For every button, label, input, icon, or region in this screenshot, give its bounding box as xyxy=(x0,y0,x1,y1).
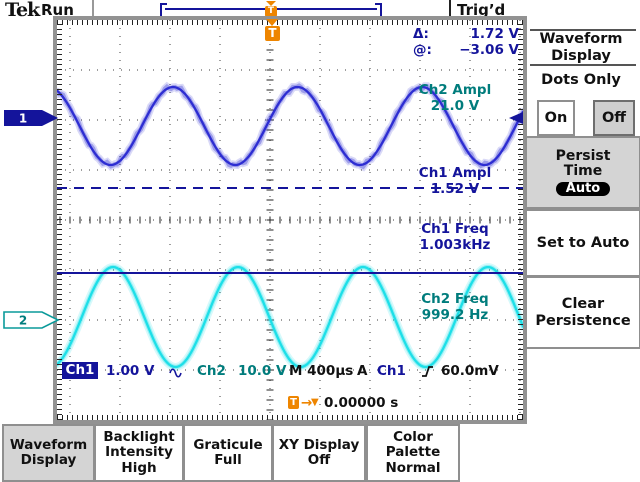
delay-arrow-icon: → xyxy=(301,395,313,411)
dots-off-button[interactable]: Off xyxy=(593,100,635,136)
clear-persistence-button[interactable]: Clear Persistence xyxy=(525,276,640,349)
trigger-source: Ch1 xyxy=(377,363,406,379)
delay-triangle-icon: ▼ xyxy=(311,397,319,408)
waveform-display-area xyxy=(53,16,527,424)
trigger-point-flag[interactable]: T xyxy=(265,19,280,41)
trigger-level-arrow[interactable] xyxy=(508,111,524,125)
menu-waveform-display[interactable]: Waveform Display xyxy=(2,424,95,482)
cursor-at-label: @: xyxy=(413,42,432,58)
trigger-status: Trig’d xyxy=(457,1,506,19)
tek-logo: Tek xyxy=(5,0,40,21)
measurement-ch2-freq: Ch2 Freq 999.2 Hz xyxy=(421,291,489,323)
menu-graticule[interactable]: Graticule Full xyxy=(183,424,273,482)
sidebar-rule-bottom xyxy=(530,64,636,66)
dots-only-label: Dots Only xyxy=(541,72,621,88)
menu-color-palette[interactable]: Color Palette Normal xyxy=(366,424,460,482)
cursor-at-value: −3.06 V xyxy=(459,42,519,58)
delay-time-readout: 0.00000 s xyxy=(324,395,399,411)
menu-xy-display[interactable]: XY Display Off xyxy=(272,424,366,482)
ch2-scale: 10.0 V xyxy=(238,363,287,379)
topbar-divider xyxy=(92,0,94,18)
left-ruler-ticks xyxy=(57,20,62,420)
trigger-prefix: A xyxy=(357,363,368,379)
cursor-readout: Δ: 1.72 V @: −3.06 V xyxy=(413,26,519,58)
sidebar-rule-top xyxy=(530,29,636,31)
measurement-ch1-ampl: Ch1 Ampl 1.52 V xyxy=(418,165,492,197)
ch1-badge: Ch1 xyxy=(62,362,98,379)
rising-edge-icon xyxy=(422,366,433,377)
measurement-ch2-ampl: Ch2 Ampl 21.0 V xyxy=(418,82,492,114)
cursor-delta-value: 1.72 V xyxy=(470,26,519,42)
top-ruler-ticks xyxy=(57,20,523,25)
svg-text:2: 2 xyxy=(19,314,27,328)
bottom-ruler-ticks xyxy=(57,415,523,420)
cursor-delta-label: Δ: xyxy=(413,26,429,42)
topbar-divider2 xyxy=(449,0,451,19)
ch2-label: Ch2 xyxy=(197,363,226,379)
svg-text:1: 1 xyxy=(19,112,27,126)
menu-backlight-intensity[interactable]: Backlight Intensity High xyxy=(94,424,184,482)
scope-graticule-canvas xyxy=(57,20,523,420)
delay-t-icon: T xyxy=(288,396,299,409)
ch1-position-flag[interactable]: 1 xyxy=(2,109,60,127)
timebase-readout: M 400µs xyxy=(289,363,354,379)
acquisition-state: Run xyxy=(41,1,74,19)
measurement-ch1-freq: Ch1 Freq 1.003kHz xyxy=(419,221,491,253)
ch1-coupling-icon xyxy=(169,368,182,378)
persist-value-pill: Auto xyxy=(555,181,611,197)
side-menu-title: Waveform Display xyxy=(539,31,623,64)
right-ruler-ticks xyxy=(518,20,523,420)
persist-time-button[interactable]: Persist Time Auto xyxy=(525,136,640,209)
trigger-level-readout: 60.0mV xyxy=(441,363,499,379)
ch2-position-flag[interactable]: 2 xyxy=(2,311,60,329)
set-to-auto-button[interactable]: Set to Auto xyxy=(525,209,640,277)
trigger-position-marker-icon[interactable]: T xyxy=(265,1,277,17)
ch1-scale: 1.00 V xyxy=(106,363,155,379)
dots-on-button[interactable]: On xyxy=(537,100,575,136)
